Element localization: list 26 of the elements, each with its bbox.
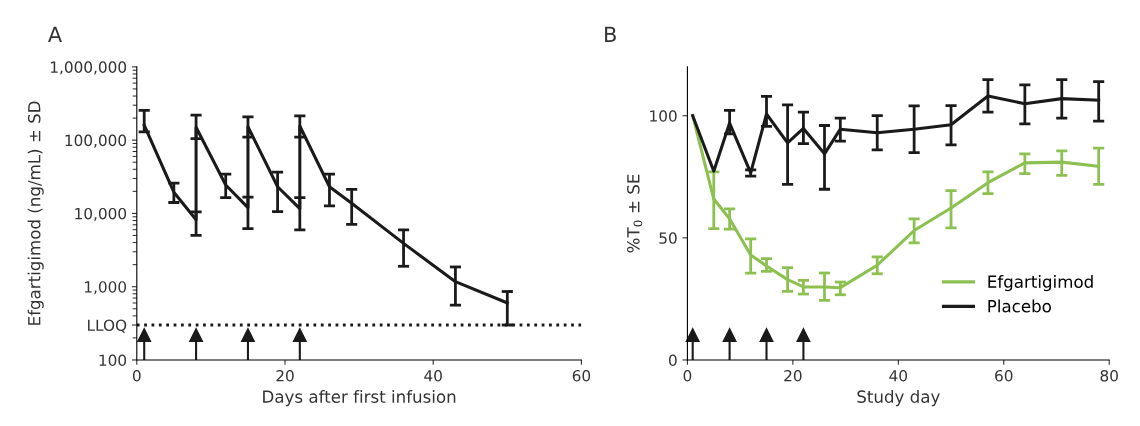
x-axis-title: Study day [857, 390, 940, 407]
x-tick-label: 40 [424, 369, 442, 382]
y-tick-label: 1,000,000 [51, 61, 127, 75]
x-tick-label: 40 [889, 369, 908, 382]
chart-title: B [605, 26, 616, 42]
x-tick-label: 60 [572, 369, 591, 382]
y-tick-label: LLOQ [88, 319, 127, 333]
x-tick-label: 60 [995, 369, 1013, 382]
y-axis-title: Efgartigimod (ng/mL) ± SD [27, 101, 44, 325]
x-tick-label: 20 [784, 369, 802, 382]
y-tick-label: 100 [650, 110, 677, 122]
y-tick-label: 100 [99, 354, 127, 366]
x-axis-title: Days after first infusion [263, 390, 456, 407]
chart-title: A [48, 26, 62, 42]
x-tick-label: 20 [276, 369, 294, 382]
legend-label: Placebo [988, 299, 1051, 313]
y-axis-title: %T$_{0}$ ± SE [627, 174, 643, 253]
y-tick-label: 50 [659, 232, 677, 244]
x-tick-label: 0 [683, 369, 692, 382]
legend-label: Efgartigimod [988, 275, 1093, 292]
y-tick-label: 10,000 [75, 207, 127, 222]
x-tick-label: 0 [132, 369, 141, 382]
y-tick-label: 100,000 [65, 134, 127, 148]
y-tick-label: 1,000 [85, 281, 127, 295]
y-tick-label: 0 [668, 354, 677, 366]
x-tick-label: 80 [1100, 369, 1118, 382]
